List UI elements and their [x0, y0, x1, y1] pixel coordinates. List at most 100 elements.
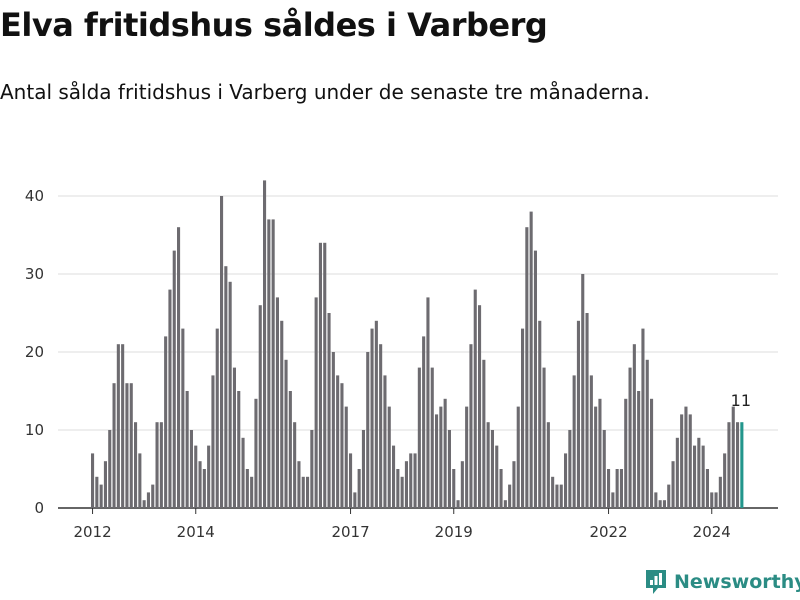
bar: [220, 196, 224, 508]
bar: [95, 476, 99, 508]
bar: [340, 383, 344, 508]
bar: [430, 367, 434, 508]
bar: [576, 320, 580, 508]
bar: [684, 406, 688, 508]
bar: [185, 391, 189, 508]
bar: [572, 375, 576, 508]
brand-name: Newsworthy: [674, 571, 800, 593]
bar: [215, 328, 219, 508]
bars: [91, 180, 744, 509]
bar: [602, 430, 606, 508]
bar: [194, 445, 198, 508]
x-tick-label: 2017: [331, 523, 369, 541]
bar: [680, 414, 684, 508]
bar: [607, 469, 611, 508]
bar: [263, 180, 267, 508]
bar: [710, 492, 714, 508]
bar: [443, 398, 447, 508]
bar: [688, 414, 692, 508]
bar: [211, 375, 215, 508]
bar: [697, 437, 701, 508]
bar: [512, 461, 516, 508]
bar: [121, 344, 125, 508]
bar-latest: [740, 422, 744, 508]
bar: [232, 367, 236, 508]
bar: [134, 422, 138, 508]
bar: [284, 359, 288, 508]
bar: [125, 383, 129, 508]
bar: [91, 453, 95, 508]
bar: [632, 344, 636, 508]
y-tick-label: 0: [34, 499, 44, 517]
bar: [237, 391, 241, 508]
bar: [624, 398, 628, 508]
bar: [275, 297, 279, 508]
bar: [637, 391, 641, 508]
bar: [181, 328, 185, 508]
bar: [525, 227, 529, 508]
bar: [667, 484, 671, 508]
bar: [628, 367, 632, 508]
bar: [250, 476, 254, 508]
bar: [611, 492, 615, 508]
bar: [370, 328, 374, 508]
x-tick-label: 2019: [435, 523, 473, 541]
bar: [426, 297, 430, 508]
newsworthy-logo-icon: [646, 570, 666, 594]
bar: [297, 461, 301, 508]
bar: [116, 344, 120, 508]
bar: [146, 492, 150, 508]
bar: [482, 359, 486, 508]
bar: [357, 469, 361, 508]
bar: [288, 391, 292, 508]
bar: [267, 219, 271, 508]
bar: [581, 274, 585, 508]
bar: [452, 469, 456, 508]
bar: [164, 336, 168, 508]
y-tick-label: 10: [25, 421, 44, 439]
bar: [413, 453, 417, 508]
bar: [731, 406, 735, 508]
bar: [400, 476, 404, 508]
bar: [151, 484, 155, 508]
bar: [671, 461, 675, 508]
chart-title: Elva fritidshus såldes i Varberg: [0, 6, 548, 44]
bar: [538, 320, 542, 508]
bar: [159, 422, 163, 508]
bar: [241, 437, 245, 508]
bar: [254, 398, 258, 508]
bar: [138, 453, 142, 508]
bar: [155, 422, 159, 508]
bar: [503, 500, 507, 508]
bar: [658, 500, 662, 508]
bar: [323, 242, 327, 509]
bar: [417, 367, 421, 508]
bar: [551, 476, 555, 508]
bar: [318, 242, 322, 509]
bar: [460, 461, 464, 508]
bar: [331, 352, 335, 508]
bar: [293, 422, 297, 508]
bar: [615, 469, 619, 508]
x-tick-label: 2014: [177, 523, 215, 541]
annotations: 11: [731, 391, 751, 410]
bar: [353, 492, 357, 508]
x-tick-label: 2022: [589, 523, 627, 541]
bar: [594, 406, 598, 508]
bar: [499, 469, 503, 508]
bar: [392, 445, 396, 508]
bar: [564, 453, 568, 508]
bar: [516, 406, 520, 508]
bar: [422, 336, 426, 508]
bar: [456, 500, 460, 508]
bar: [366, 352, 370, 508]
bar: [529, 211, 533, 508]
bar: [585, 313, 589, 508]
bar: [189, 430, 193, 508]
bar: [271, 219, 275, 508]
bar: [129, 383, 133, 508]
y-axis-tick-labels: 0 10 20 30 40: [25, 187, 44, 517]
bar: [198, 461, 202, 508]
bar: [478, 305, 482, 508]
newsworthy-brand[interactable]: Newsworthy: [644, 568, 800, 596]
